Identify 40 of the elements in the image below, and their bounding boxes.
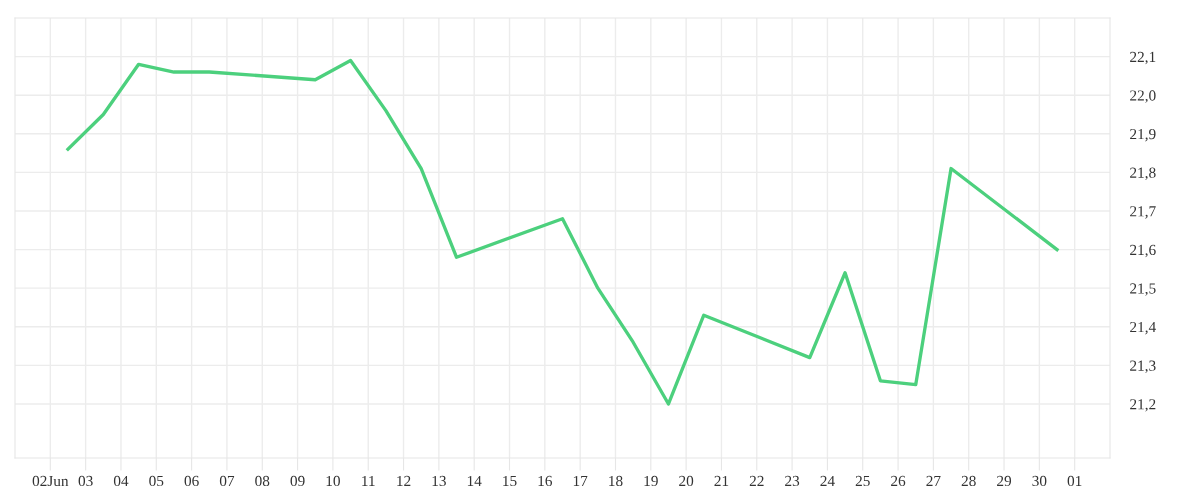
y-tick-label: 21,2 [1130,399,1156,412]
y-tick-label: 21,5 [1130,283,1156,296]
x-tick-label: 08 [255,475,270,487]
x-tick-label: 25 [855,475,870,487]
y-tick-label: 21,3 [1130,360,1156,374]
x-tick-label: 11 [362,475,375,486]
y-tick-label: 22,0 [1130,90,1156,103]
x-tick-label: 19 [644,475,658,487]
x-tick-label: 13 [432,475,446,487]
x-tick-label: 10 [326,475,340,487]
x-tick-label: 12 [397,475,411,486]
x-tick-label: 21 [714,475,729,486]
y-tick-label: 21,4 [1130,321,1156,335]
x-tick-label: 14 [467,475,482,486]
y-tick-label: 22,1 [1130,51,1156,65]
x-tick-label: 15 [503,475,517,487]
x-tick-label: 29 [997,475,1012,487]
x-tick-label: 07 [219,475,235,487]
x-tick-label: 02Jun [32,475,69,487]
x-tick-label: 26 [891,475,906,487]
x-tick-label: 03 [78,475,93,487]
x-tick-label: 16 [538,475,553,487]
y-tick-label: 21,9 [1130,128,1156,142]
x-tick-label: 24 [820,475,835,486]
x-tick-label: 18 [609,475,623,487]
x-tick-label: 28 [961,475,976,487]
x-tick-label: 05 [149,475,164,487]
x-tick-label: 23 [785,475,800,487]
y-tick-label: 21,8 [1130,167,1156,181]
x-tick-label: 20 [679,475,694,487]
x-tick-label: 01 [1067,475,1082,487]
y-tick-label: 21,7 [1130,206,1156,219]
x-tick-label: 17 [573,475,588,486]
x-tick-label: 22 [749,475,764,486]
x-tick-label: 09 [290,475,305,487]
x-tick-label: 04 [113,475,129,487]
x-tick-label: 30 [1032,475,1047,487]
x-tick-label: 27 [926,475,941,486]
y-tick-label: 21,6 [1130,244,1156,258]
x-tick-label: 06 [184,475,199,487]
